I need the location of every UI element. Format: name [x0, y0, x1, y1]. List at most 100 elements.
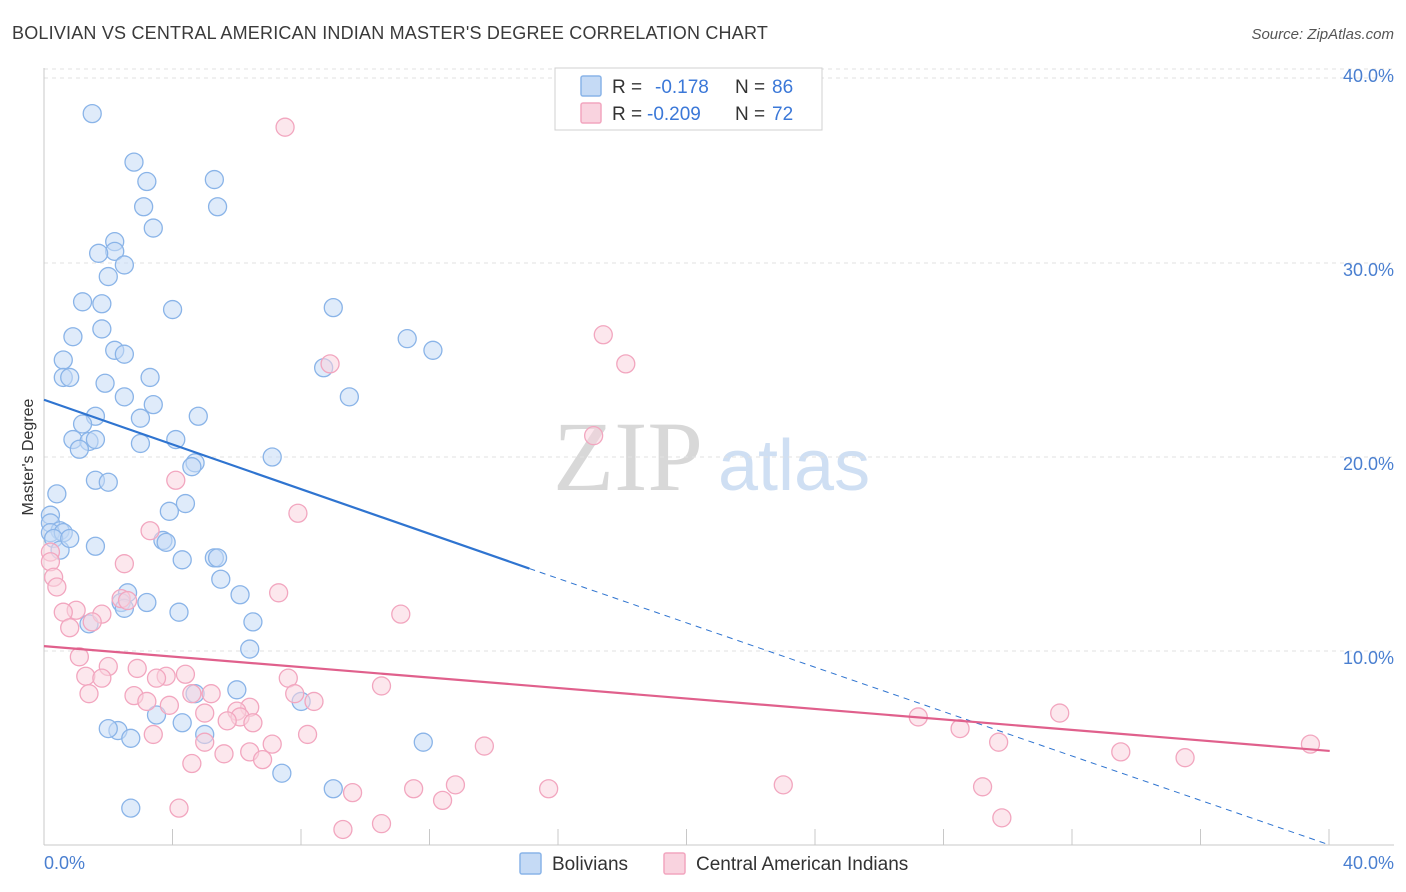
cai-point-72 — [992, 808, 1012, 828]
bolivians-point-79 — [272, 763, 292, 783]
bolivians-point-27 — [95, 373, 115, 393]
bolivians-point-28 — [114, 387, 135, 407]
bolivians-point-64 — [230, 585, 250, 605]
cai-point-26 — [146, 668, 167, 688]
cai-point-53 — [474, 736, 495, 756]
cai-point-52 — [262, 734, 282, 754]
legend-r-label-cai: R = — [612, 104, 642, 125]
cai-point-7 — [140, 521, 160, 541]
y-tick-label-1: 20.0% — [1343, 454, 1394, 474]
bolivians-point-13 — [92, 294, 112, 314]
cai-point-29 — [76, 666, 96, 686]
bolivians-point-25 — [60, 367, 80, 388]
cai-point-4 — [583, 426, 604, 446]
y-axis-label: Master's Degree — [20, 398, 37, 515]
legend-r-label-bolivians: R = — [612, 77, 642, 98]
x-tick-label-min: 0.0% — [44, 853, 85, 873]
cai-point-21 — [60, 618, 80, 638]
cai-point-71 — [333, 819, 353, 840]
axes — [43, 68, 1394, 846]
bolivians-point-14 — [162, 299, 183, 320]
cai-point-24 — [127, 658, 147, 679]
bolivians-point-2 — [137, 171, 157, 192]
cai-point-42 — [195, 703, 215, 723]
bolivians-point-5 — [207, 197, 228, 217]
cai-point-54 — [988, 732, 1009, 752]
y-tick-label-2: 30.0% — [1343, 260, 1394, 280]
cai-point-62 — [445, 775, 466, 795]
legend-swatch-bolivians — [580, 75, 602, 97]
cai-point-50 — [297, 724, 318, 745]
cai-point-67 — [342, 782, 363, 803]
bolivians-point-73 — [146, 705, 167, 725]
cai-point-0 — [275, 117, 295, 137]
chart-title: BOLIVIAN VS CENTRAL AMERICAN INDIAN MAST… — [12, 23, 768, 43]
cai-point-35 — [201, 684, 221, 704]
bolivians-point-84 — [137, 592, 157, 613]
bolivians-point-70 — [240, 639, 260, 659]
cai-point-9 — [40, 552, 61, 572]
bolivians-point-85 — [60, 528, 80, 549]
cai-point-38 — [137, 691, 157, 712]
trend-line-central-american-indians — [43, 645, 1330, 753]
legend-swatch-central-american-indians — [580, 102, 602, 124]
cai-point-51 — [195, 732, 215, 752]
legend-r-bolivians: -0.178 — [655, 77, 709, 98]
bolivians-point-17 — [92, 319, 112, 339]
cai-point-63 — [403, 779, 424, 799]
legend-r-cai: -0.209 — [647, 104, 701, 125]
bolivians-point-56 — [85, 536, 106, 556]
chart-source: Source: ZipAtlas.com — [1251, 26, 1394, 43]
bolivians-point-15 — [323, 297, 343, 318]
bolivians-point-82 — [98, 718, 118, 739]
trend-lines — [43, 398, 1330, 846]
bolivians-point-12 — [72, 292, 93, 312]
cai-point-39 — [159, 695, 180, 715]
y-tick-label-0: 10.0% — [1343, 648, 1394, 668]
cai-point-69 — [169, 798, 189, 818]
cai-point-13 — [268, 583, 289, 603]
cai-point-57 — [1111, 742, 1131, 762]
cai-point-44 — [217, 711, 237, 731]
cai-point-6 — [288, 503, 308, 523]
bolivians-point-30 — [143, 394, 163, 415]
cai-point-5 — [166, 470, 186, 490]
cai-point-22 — [69, 647, 90, 667]
bolivians-point-78 — [121, 728, 141, 748]
bolivians-point-29 — [339, 387, 360, 407]
bolivians-point-16 — [63, 327, 83, 347]
cai-point-1 — [593, 325, 613, 345]
bolivians-point-45 — [98, 472, 118, 492]
bolivians-point-19 — [423, 340, 443, 360]
bolivians-point-37 — [85, 429, 106, 450]
bolivians-point-62 — [211, 569, 231, 589]
cai-point-48 — [950, 718, 970, 739]
bottom-legend: Bolivians Central American Indians — [519, 852, 908, 875]
gridlines — [44, 68, 1394, 652]
bolivians-point-42 — [262, 447, 282, 467]
bolivians-point-18 — [397, 329, 417, 349]
legend: R = -0.178 N = 86 R = -0.209 N = 72 — [554, 67, 823, 131]
legend-n-bolivians: 86 — [772, 77, 793, 98]
cai-point-2 — [616, 354, 636, 374]
bolivians-point-77 — [413, 732, 433, 752]
bolivians-point-33 — [188, 406, 208, 426]
cai-point-65 — [773, 775, 793, 795]
cai-point-60 — [252, 749, 273, 770]
bolivians-point-0 — [82, 103, 102, 124]
cai-point-12 — [47, 577, 67, 597]
x-ticks — [43, 829, 1330, 845]
bottom-legend-swatch-bolivians — [519, 852, 542, 875]
bolivians-point-1 — [124, 152, 144, 172]
bolivians-point-32 — [130, 408, 151, 428]
cai-point-15 — [117, 590, 138, 611]
cai-point-66 — [972, 777, 993, 797]
x-tick-label-max: 40.0% — [1343, 853, 1394, 873]
bolivians-point-57 — [156, 532, 176, 553]
series-central-american-indians — [40, 117, 1321, 840]
bolivians-point-74 — [172, 713, 192, 733]
cai-point-20 — [82, 612, 102, 632]
cai-point-49 — [143, 724, 163, 745]
bolivians-point-83 — [227, 680, 247, 700]
